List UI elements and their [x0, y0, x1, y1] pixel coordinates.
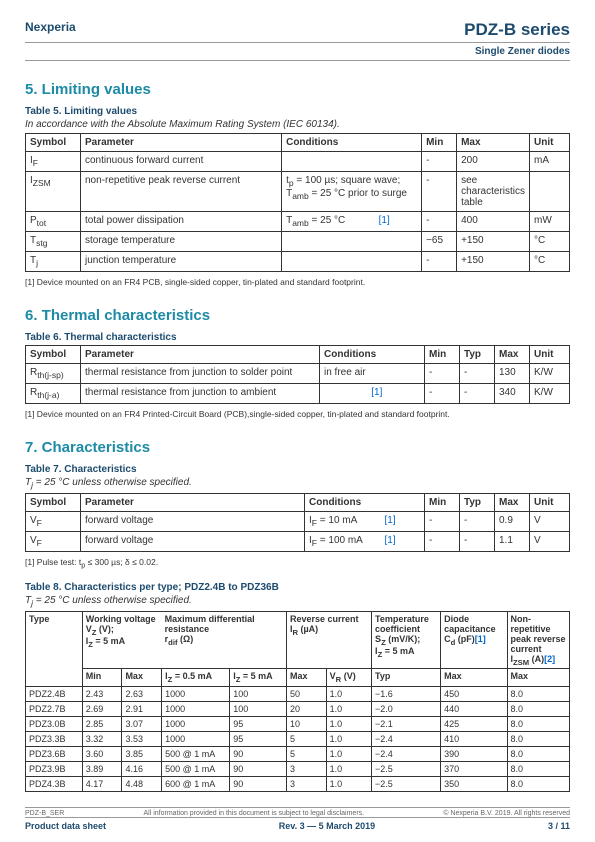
- table5-footnote: [1] Device mounted on an FR4 PCB, single…: [25, 277, 570, 287]
- table6: SymbolParameterConditionsMinTypMaxUnit R…: [25, 345, 570, 404]
- section7-heading: 7. Characteristics: [25, 439, 570, 456]
- footer-right: 3 / 11: [548, 821, 570, 831]
- section6-heading: 6. Thermal characteristics: [25, 307, 570, 324]
- disclaimer: All information provided in this documen…: [144, 810, 365, 817]
- page-header: Nexperia PDZ-B series: [25, 20, 570, 43]
- table7-sub: Tj = 25 °C unless otherwise specified.: [25, 477, 570, 490]
- footer-center: Rev. 3 — 5 March 2019: [279, 821, 375, 831]
- table6-title: Table 6. Thermal characteristics: [25, 332, 570, 343]
- table5: SymbolParameterConditionsMinMaxUnit IFco…: [25, 133, 570, 272]
- doc-ref: PDZ-B_SER: [25, 810, 64, 817]
- table8: Type Working voltageVZ (V);IZ = 5 mA Max…: [25, 611, 570, 793]
- footer-left: Product data sheet: [25, 821, 106, 831]
- footer-bottom: Product data sheet Rev. 3 — 5 March 2019…: [25, 817, 570, 831]
- section5-heading: 5. Limiting values: [25, 81, 570, 98]
- table7: SymbolParameterConditionsMinTypMaxUnit V…: [25, 493, 570, 552]
- table8-title: Table 8. Characteristics per type; PDZ2.…: [25, 582, 570, 593]
- table7-title: Table 7. Characteristics: [25, 464, 570, 475]
- table5-sub: In accordance with the Absolute Maximum …: [25, 119, 570, 130]
- table5-title: Table 5. Limiting values: [25, 106, 570, 117]
- copyright: © Nexperia B.V. 2019. All rights reserve…: [443, 810, 570, 817]
- table8-sub: Tj = 25 °C unless otherwise specified.: [25, 595, 570, 608]
- table6-footnote: [1] Device mounted on an FR4 Printed-Cir…: [25, 409, 570, 419]
- table7-footnote: [1] Pulse test: tp ≤ 300 µs; δ ≤ 0.02.: [25, 557, 570, 570]
- footer-top: PDZ-B_SER All information provided in th…: [25, 807, 570, 817]
- product-title: PDZ-B series: [464, 20, 570, 40]
- brand: Nexperia: [25, 20, 76, 34]
- subtitle: Single Zener diodes: [25, 43, 570, 61]
